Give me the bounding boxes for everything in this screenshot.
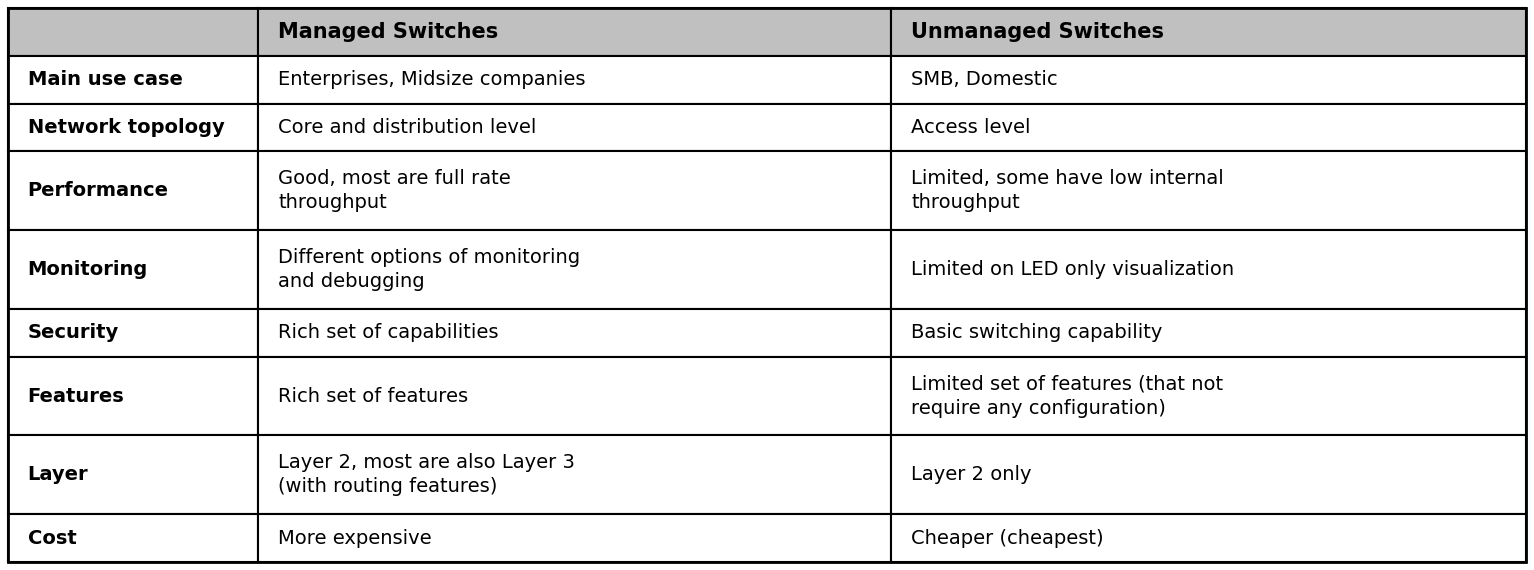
Bar [258,309,891,357]
Text: Basic switching capability: Basic switching capability [911,323,1163,342]
Text: Performance: Performance [28,181,169,200]
Text: Security: Security [28,323,120,342]
Bar [891,8,1526,56]
Text: Features: Features [28,386,124,405]
Bar [8,151,258,230]
Bar [258,435,891,514]
Text: Limited, some have low internal
throughput: Limited, some have low internal throughp… [911,169,1224,212]
Bar [258,104,891,151]
Bar [258,151,891,230]
Bar [258,8,891,56]
Bar [8,357,258,435]
Bar [8,104,258,151]
Bar [258,514,891,562]
Bar [258,56,891,104]
Text: Main use case: Main use case [28,70,183,89]
Bar [891,357,1526,435]
Text: Network topology: Network topology [28,118,224,137]
Bar [8,435,258,514]
Bar [8,309,258,357]
Bar [891,514,1526,562]
Text: Access level: Access level [911,118,1031,137]
Text: SMB, Domestic: SMB, Domestic [911,70,1058,89]
Text: Cheaper (cheapest): Cheaper (cheapest) [911,528,1104,548]
Text: Layer 2, most are also Layer 3
(with routing features): Layer 2, most are also Layer 3 (with rou… [278,453,575,496]
Text: Limited on LED only visualization: Limited on LED only visualization [911,260,1235,279]
Text: Core and distribution level: Core and distribution level [278,118,537,137]
Bar [8,8,258,56]
Text: Good, most are full rate
throughput: Good, most are full rate throughput [278,169,511,212]
Bar [891,230,1526,309]
Text: Rich set of capabilities: Rich set of capabilities [278,323,499,342]
Bar [891,104,1526,151]
Text: Enterprises, Midsize companies: Enterprises, Midsize companies [278,70,586,89]
Text: Managed Switches: Managed Switches [278,22,499,42]
Bar [258,357,891,435]
Text: More expensive: More expensive [278,528,433,548]
Text: Unmanaged Switches: Unmanaged Switches [911,22,1164,42]
Bar [891,56,1526,104]
Bar [8,56,258,104]
Bar [8,514,258,562]
Bar [258,230,891,309]
Text: Cost: Cost [28,528,77,548]
Bar [891,435,1526,514]
Text: Limited set of features (that not
require any configuration): Limited set of features (that not requir… [911,374,1223,418]
Text: Layer 2 only: Layer 2 only [911,465,1032,484]
Text: Layer: Layer [28,465,89,484]
Bar [891,309,1526,357]
Text: Monitoring: Monitoring [28,260,147,279]
Bar [8,230,258,309]
Text: Different options of monitoring
and debugging: Different options of monitoring and debu… [278,248,580,291]
Text: Rich set of features: Rich set of features [278,386,468,405]
Bar [891,151,1526,230]
